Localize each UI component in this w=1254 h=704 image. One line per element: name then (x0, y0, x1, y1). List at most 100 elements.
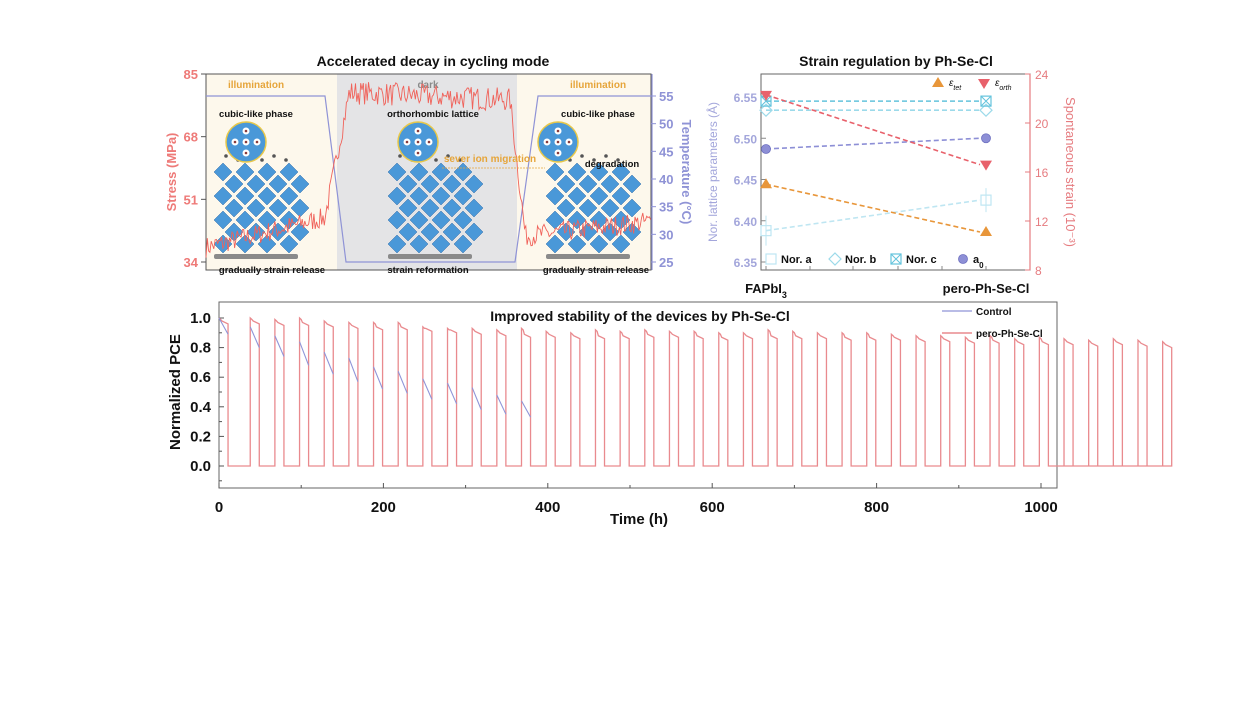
series-nor-a (760, 188, 992, 246)
control-line (218, 317, 532, 418)
panel-b-title: Strain regulation by Ph-Se-Cl (799, 53, 993, 69)
cross-lines (760, 95, 772, 107)
octahedron (235, 210, 255, 230)
octahedron (268, 174, 288, 194)
octahedron (431, 186, 451, 206)
series--tet (760, 178, 992, 237)
octahedron (257, 162, 277, 182)
temperature-axis-label: Temperature (°C) (679, 120, 694, 225)
dashed-connector (765, 94, 981, 166)
octahedron (290, 222, 310, 242)
subscript: 3 (782, 290, 787, 300)
phase-caption: gradually strain release (543, 265, 649, 276)
y-tick-label: 0.4 (190, 399, 212, 416)
octahedron (279, 162, 299, 182)
molecule (284, 158, 288, 162)
octahedron (578, 198, 598, 218)
square-marker (760, 225, 772, 237)
substrate (388, 254, 472, 259)
category-label: pero-Ph-Se-Cl (943, 281, 1030, 296)
octahedron (600, 174, 620, 194)
octahedron (600, 198, 620, 218)
cross-lines (980, 95, 992, 107)
octahedron (398, 222, 418, 242)
octahedron (420, 198, 440, 218)
crossed-square-marker (890, 253, 902, 265)
strain-tick-label: 24 (1035, 68, 1049, 82)
x-tick-label: 600 (700, 499, 725, 516)
octahedron (387, 162, 407, 182)
octahedron (257, 186, 277, 206)
plot-frame (760, 73, 1031, 271)
x-tick-label: 200 (371, 499, 396, 516)
temperature-tick-label: 45 (659, 144, 673, 159)
temperature-tick-label: 35 (659, 200, 673, 215)
diamond-marker (828, 252, 842, 266)
lattice-axis-label: Nor. lattice parameters (Å) (705, 102, 720, 242)
x-tick-label: 400 (535, 499, 560, 516)
magnified-view (537, 121, 579, 163)
octahedron (567, 186, 587, 206)
perovskite-lattice-illustration (213, 154, 310, 259)
octahedron (556, 174, 576, 194)
triangle-up-marker (932, 77, 944, 87)
lattice-tick-label: 6.55 (734, 91, 758, 105)
cation (567, 140, 571, 144)
subscript: orth (999, 85, 1011, 92)
phase-caption: strain reformation (387, 265, 468, 276)
panel-accelerated-decay: Accelerated decay in cycling mode illumi… (164, 53, 694, 276)
octahedron (431, 210, 451, 230)
square-marker (980, 194, 992, 206)
stress-axis-label: Stress (MPa) (164, 133, 179, 212)
lattice-tick-label: 6.35 (734, 256, 758, 270)
stress-tick-label: 85 (184, 67, 198, 82)
octahedron (589, 162, 609, 182)
octahedron (279, 186, 299, 206)
octahedron (622, 198, 642, 218)
temperature-line (206, 95, 651, 263)
stress-tick-label: 68 (184, 130, 198, 145)
octahedron (567, 162, 587, 182)
panel-a-title: Accelerated decay in cycling mode (317, 53, 550, 69)
legend-label: Nor. c (906, 254, 937, 266)
diamond-marker (759, 103, 773, 118)
legend-label: Nor. b (845, 254, 876, 266)
y-tick-label: 0.6 (190, 369, 211, 386)
lattice-tick-label: 6.45 (734, 174, 758, 188)
degradation-annotation: degradation (585, 159, 640, 170)
phase-stage-label: cubic-like phase (561, 109, 635, 120)
molecule (592, 158, 596, 162)
octahedron (235, 186, 255, 206)
cation (556, 129, 560, 133)
subscript: tet (953, 85, 962, 92)
strain-tick-label: 12 (1035, 215, 1049, 229)
molecule (224, 154, 228, 158)
temperature-tick-label: 50 (659, 117, 673, 132)
octahedron (589, 234, 609, 254)
octahedron (453, 186, 473, 206)
y-axis-label: Normalized PCE (167, 334, 184, 450)
molecule (458, 158, 462, 162)
y-tick-label: 0.0 (190, 458, 211, 475)
stress-line (205, 82, 652, 258)
molecule (260, 158, 264, 162)
octahedron (257, 210, 277, 230)
molecule (434, 158, 438, 162)
y-tick-label: 0.2 (190, 428, 211, 445)
legend-label: a0 (973, 254, 984, 270)
octahedron (409, 234, 429, 254)
ion-migration-annotation: sever ion migration (444, 154, 536, 165)
cation (244, 129, 248, 133)
legend-label: Nor. a (781, 254, 812, 266)
octahedron (611, 186, 631, 206)
cation (416, 151, 420, 155)
octahedron (268, 198, 288, 218)
pero-ph-se-cl-line (218, 316, 1173, 467)
octahedron (589, 186, 609, 206)
panel-c-title: Improved stability of the devices by Ph-… (490, 308, 790, 324)
plot-frame (205, 73, 652, 271)
octahedron (545, 234, 565, 254)
octahedron (453, 234, 473, 254)
circle-marker (761, 144, 771, 154)
